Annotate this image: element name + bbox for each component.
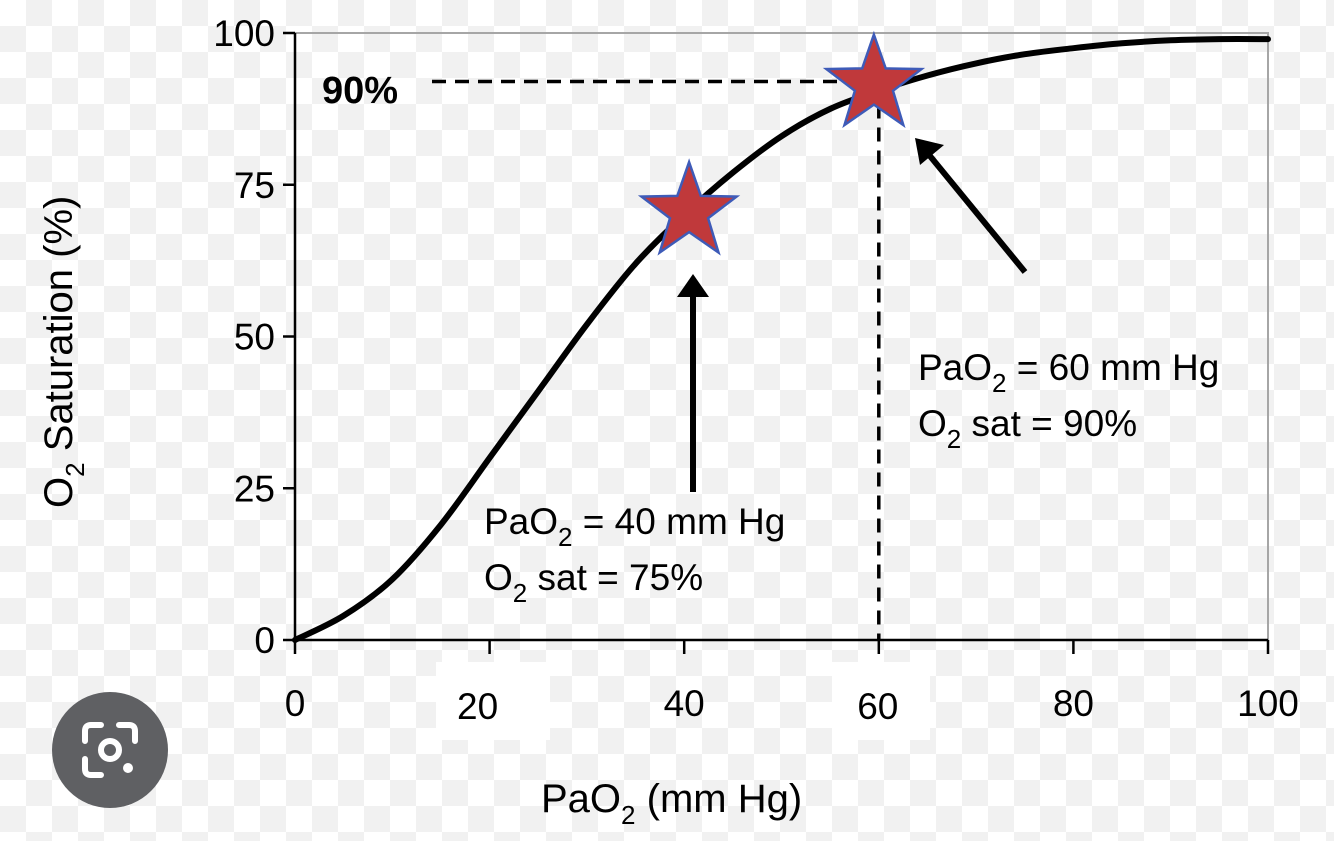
y-axis-title: O2 Saturation (%)	[37, 196, 90, 508]
annotation-60-line2: O2 sat = 90%	[918, 403, 1137, 454]
data-point-star	[637, 158, 741, 256]
annotation-60-line1: PaO2 = 60 mm Hg	[918, 347, 1219, 398]
x-ticks: 0 20 40 60 80 100	[285, 640, 1299, 727]
lens-search-button[interactable]	[52, 692, 168, 808]
camera-search-icon	[82, 722, 138, 778]
x-tick-label: 60	[857, 686, 898, 727]
y-tick-label: 75	[234, 165, 275, 206]
x-tick-label: 40	[664, 683, 705, 724]
x-tick-bg-20	[436, 662, 550, 740]
series-line	[292, 36, 1271, 643]
data-point-star	[822, 30, 926, 129]
arrow-line-60	[927, 154, 1028, 274]
y-tick-label: 0	[254, 620, 275, 661]
y-tick-label: 25	[234, 468, 275, 509]
x-tick-label: 20	[457, 686, 498, 727]
x-axis-title: PaO2 (mm Hg)	[541, 777, 802, 830]
arrowhead-40	[677, 274, 709, 297]
y-ticks: 0 25 50 75 100	[213, 13, 295, 661]
annotation-40-line2: O2 sat = 75%	[484, 557, 703, 608]
y-tick-label: 100	[213, 13, 275, 54]
arrowhead-60	[915, 138, 944, 165]
plot-frame	[294, 32, 1269, 641]
x-tick-label: 100	[1237, 683, 1299, 724]
x-tick-bg-60	[832, 662, 930, 740]
reference-label: 90%	[322, 70, 398, 112]
x-tick-label: 0	[285, 683, 306, 724]
x-tick-label: 80	[1053, 683, 1094, 724]
y-tick-label: 50	[234, 317, 275, 358]
annotation-40-line1: PaO2 = 40 mm Hg	[484, 501, 785, 552]
